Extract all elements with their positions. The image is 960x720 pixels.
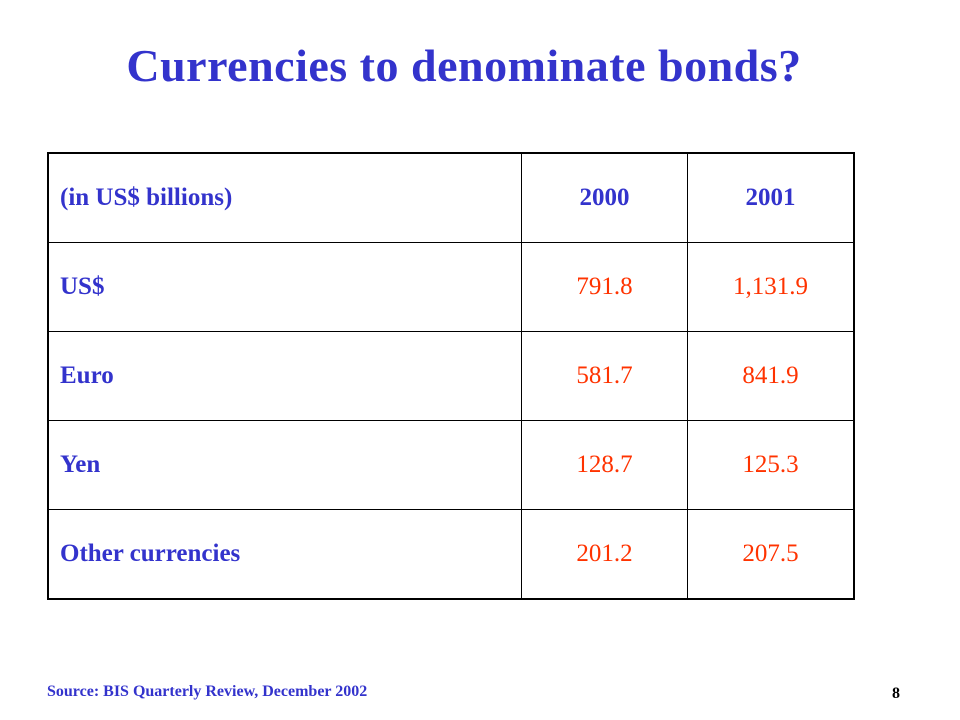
cell-yen-2000: 128.7 (521, 420, 688, 510)
cell-usd-2001: 1,131.9 (687, 242, 855, 332)
cell-euro-2000: 581.7 (521, 331, 688, 421)
cell-euro-2001: 841.9 (687, 331, 855, 421)
cell-yen-2001: 125.3 (687, 420, 855, 510)
table-row: Yen 128.7 125.3 (47, 420, 855, 510)
table-row: US$ 791.8 1,131.9 (47, 242, 855, 332)
currency-table: (in US$ billions) 2000 2001 US$ 791.8 1,… (47, 152, 855, 600)
slide-title: Currencies to denominate bonds? (126, 40, 802, 91)
row-label-euro: Euro (47, 331, 522, 421)
table-header-row: (in US$ billions) 2000 2001 (47, 152, 855, 243)
header-year-2000: 2000 (521, 152, 688, 243)
header-year-2001: 2001 (687, 152, 855, 243)
row-label-yen: Yen (47, 420, 522, 510)
source-note: Source: BIS Quarterly Review, December 2… (47, 683, 368, 700)
table-row: Euro 581.7 841.9 (47, 331, 855, 421)
row-label-other: Other currencies (47, 509, 522, 600)
table-row: Other currencies 201.2 207.5 (47, 509, 855, 600)
cell-usd-2000: 791.8 (521, 242, 688, 332)
header-unit-label: (in US$ billions) (47, 152, 522, 243)
cell-other-2000: 201.2 (521, 509, 688, 600)
page-number: 8 (892, 685, 900, 702)
row-label-usd: US$ (47, 242, 522, 332)
cell-other-2001: 207.5 (687, 509, 855, 600)
